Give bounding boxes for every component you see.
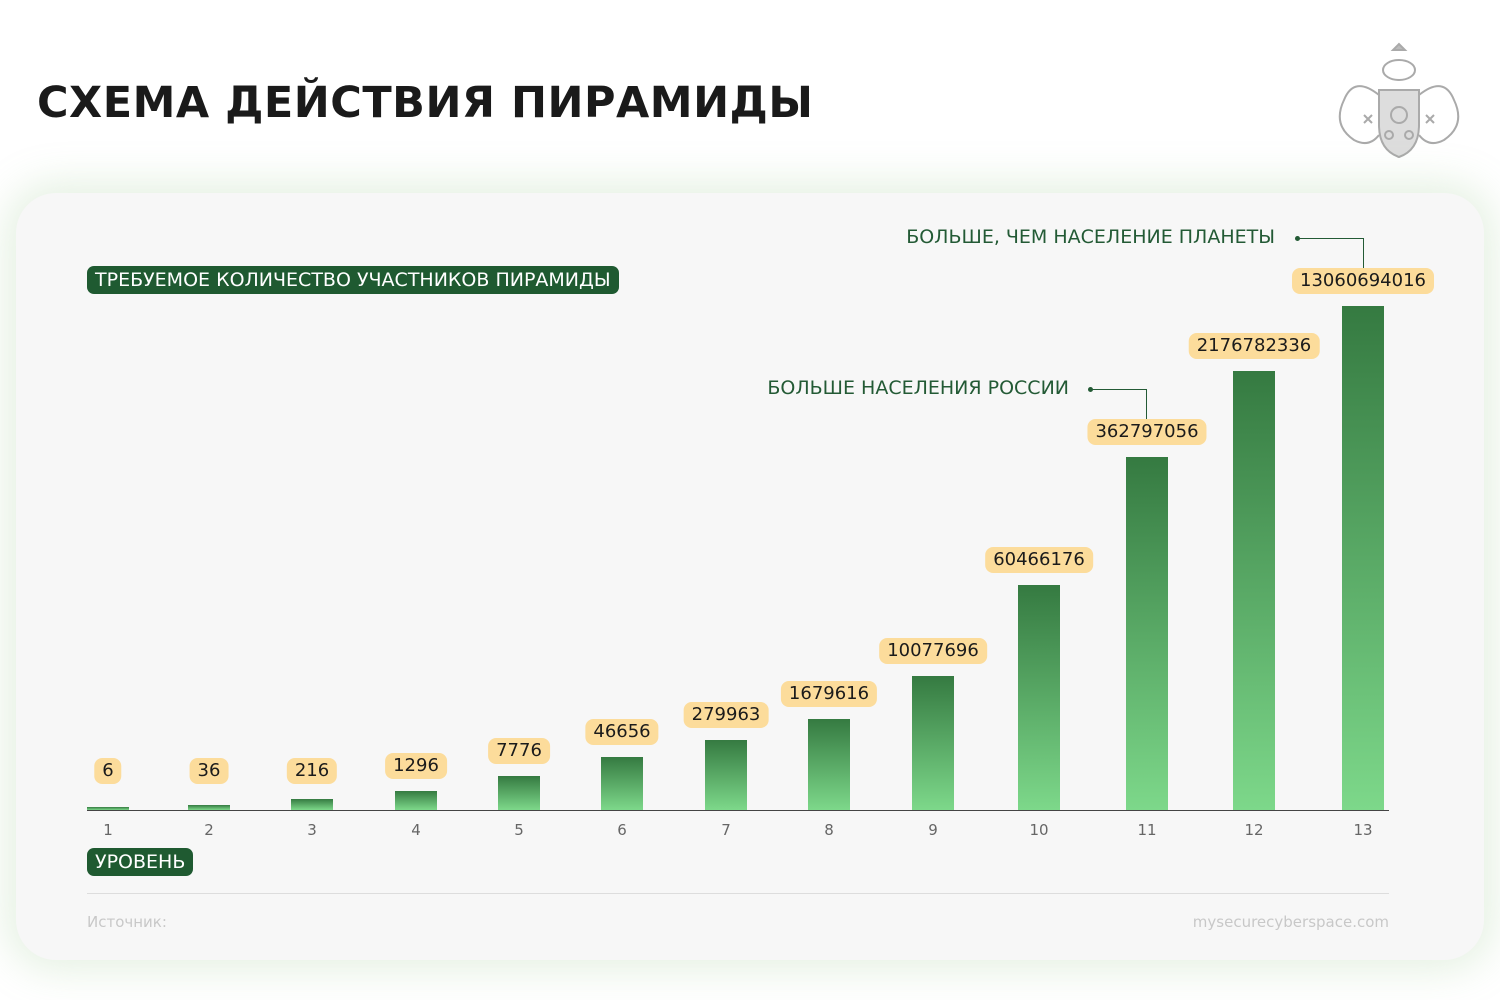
x-tick-label: 10 — [1029, 821, 1049, 839]
footer-divider — [87, 893, 1389, 894]
bar-level-9 — [912, 676, 954, 810]
data-label: 13060694016 — [1292, 268, 1434, 294]
data-label: 216 — [286, 758, 338, 784]
x-tick-label: 12 — [1244, 821, 1264, 839]
x-tick-label: 11 — [1137, 821, 1157, 839]
data-label: 1296 — [385, 753, 447, 779]
bar-level-6 — [601, 757, 643, 810]
data-label: 10077696 — [879, 638, 987, 664]
x-axis-line — [87, 810, 1389, 811]
chart-title: ТРЕБУЕМОЕ КОЛИЧЕСТВО УЧАСТНИКОВ ПИРАМИДЫ — [87, 266, 619, 294]
data-label: 46656 — [585, 719, 659, 745]
x-tick-label: 9 — [928, 821, 938, 839]
bar-level-4 — [395, 791, 437, 810]
x-tick-label: 8 — [824, 821, 834, 839]
bar-level-2 — [188, 805, 230, 810]
source-site-link[interactable]: mysecurecyberspace.com — [1192, 913, 1389, 931]
bar-level-10 — [1018, 585, 1060, 810]
data-label: 36 — [189, 758, 229, 784]
annotation-russia: БОЛЬШЕ НАСЕЛЕНИЯ РОССИИ — [767, 377, 1069, 399]
source-label: Источник: — [87, 913, 167, 931]
bar-level-3 — [291, 799, 333, 810]
data-label: 60466176 — [985, 547, 1093, 573]
annotation-planet: БОЛЬШЕ, ЧЕМ НАСЕЛЕНИЕ ПЛАНЕТЫ — [906, 226, 1275, 248]
annotation-planet-line — [1297, 238, 1364, 268]
annotation-russia-line — [1090, 389, 1147, 419]
bar-level-7 — [705, 740, 747, 810]
bar-level-13 — [1342, 306, 1384, 810]
data-label: 7776 — [488, 738, 550, 764]
x-tick-label: 2 — [204, 821, 214, 839]
bar-level-11 — [1126, 457, 1168, 810]
bar-level-12 — [1233, 371, 1275, 810]
data-label: 362797056 — [1087, 419, 1207, 445]
x-tick-label: 3 — [307, 821, 317, 839]
x-tick-label: 13 — [1353, 821, 1373, 839]
x-tick-label: 4 — [411, 821, 421, 839]
x-tick-label: 6 — [617, 821, 627, 839]
bar-level-8 — [808, 719, 850, 810]
data-label: 1679616 — [780, 681, 878, 707]
page-title: СХЕМА ДЕЙСТВИЯ ПИРАМИДЫ — [37, 78, 814, 128]
bar-level-5 — [498, 776, 540, 810]
coat-of-arms-logo — [1338, 42, 1460, 159]
x-tick-label: 5 — [514, 821, 524, 839]
x-tick-label: 7 — [721, 821, 731, 839]
x-axis-label: УРОВЕНЬ — [87, 848, 194, 876]
data-label: 279963 — [683, 702, 769, 728]
data-label: 2176782336 — [1188, 333, 1320, 359]
x-tick-label: 1 — [103, 821, 113, 839]
bar-level-1 — [87, 807, 129, 810]
data-label: 6 — [94, 758, 122, 784]
